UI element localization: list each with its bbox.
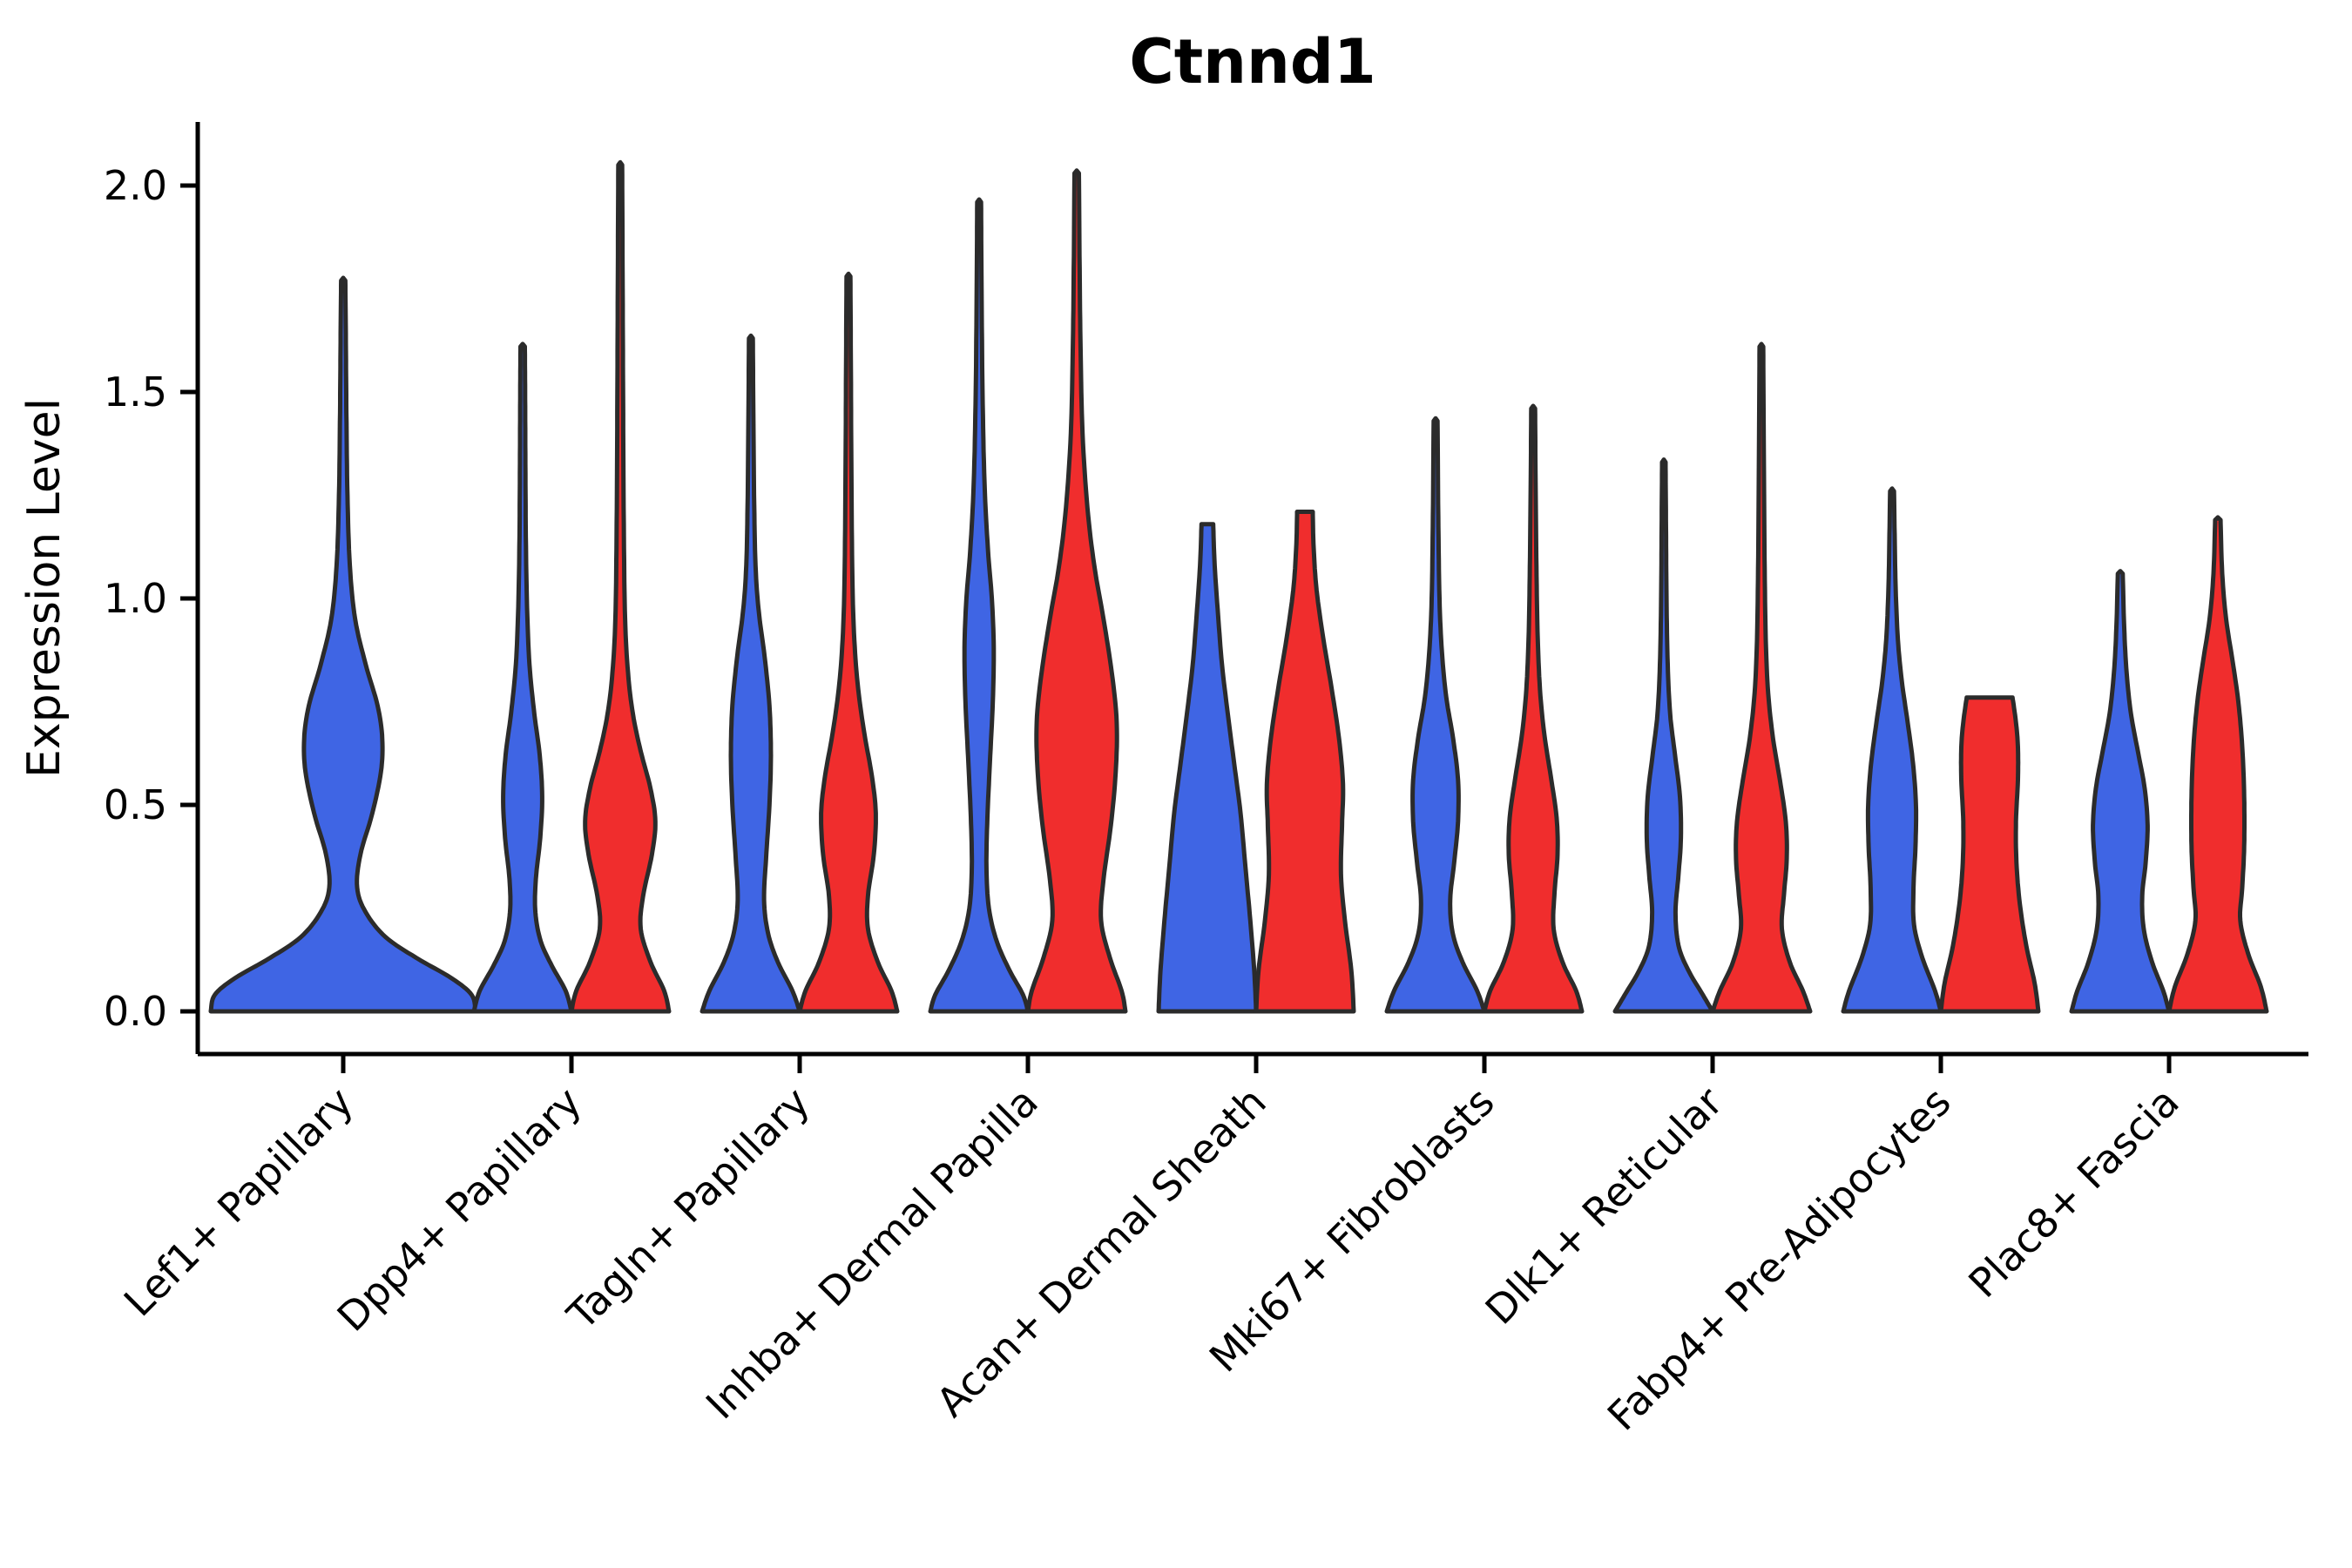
violin-dlk1-reticular-blue — [1612, 457, 1715, 1014]
y-tick-label-0.0: 0.0 — [104, 988, 167, 1035]
violin-inhba-dermal-papilla-blue — [928, 197, 1031, 1014]
y-tick-label-1.5: 1.5 — [104, 368, 167, 416]
violin-plac8-fascia-blue — [2069, 569, 2172, 1014]
violin-mki67-fibroblasts-blue — [1384, 416, 1487, 1014]
violin-fabp4-pre-adipocytes-blue — [1841, 486, 1943, 1014]
violin-tagln-papillary-blue — [700, 333, 802, 1014]
violin-inhba-dermal-papilla-red — [1025, 168, 1128, 1014]
x-tick-label-lef1-papillary: Lef1+ Papillary — [115, 1078, 362, 1326]
y-axis-label: Expression Level — [18, 398, 71, 778]
violin-mki67-fibroblasts-red — [1482, 403, 1585, 1014]
x-tick-label-plac8-fascia: Plac8+ Fascia — [1959, 1078, 2187, 1307]
plot-title: Ctnnd1 — [1129, 26, 1375, 98]
violin-acan-dermal-sheath-red — [1254, 510, 1356, 1014]
y-tick-label-2.0: 2.0 — [104, 162, 167, 209]
violin-plac8-fascia-red — [2166, 515, 2269, 1014]
violin-fabp4-pre-adipocytes-red — [1938, 695, 2041, 1014]
x-tick-label-dlk1-reticular: Dlk1+ Reticular — [1477, 1078, 1732, 1334]
x-tick-label-dpp4-papillary: Dpp4+ Papillary — [328, 1078, 591, 1341]
axes-layer — [180, 122, 2308, 1073]
violin-dpp4-papillary-blue — [471, 341, 574, 1014]
y-tick-label-1.0: 1.0 — [104, 575, 167, 622]
violin-acan-dermal-sheath-blue — [1156, 522, 1259, 1014]
violin-dpp4-papillary-red — [569, 159, 672, 1014]
violin-lef1-papillary-blue — [208, 275, 478, 1014]
y-tick-labels: 0.0 0.5 1.0 1.5 2.0 — [104, 162, 167, 1035]
y-tick-label-0.5: 0.5 — [104, 781, 167, 828]
violin-dlk1-reticular-red — [1710, 341, 1813, 1014]
violins-layer — [208, 159, 2269, 1014]
x-tick-label-tagln-papillary: Tagln+ Papillary — [558, 1078, 819, 1340]
violin-tagln-papillary-red — [797, 271, 900, 1014]
